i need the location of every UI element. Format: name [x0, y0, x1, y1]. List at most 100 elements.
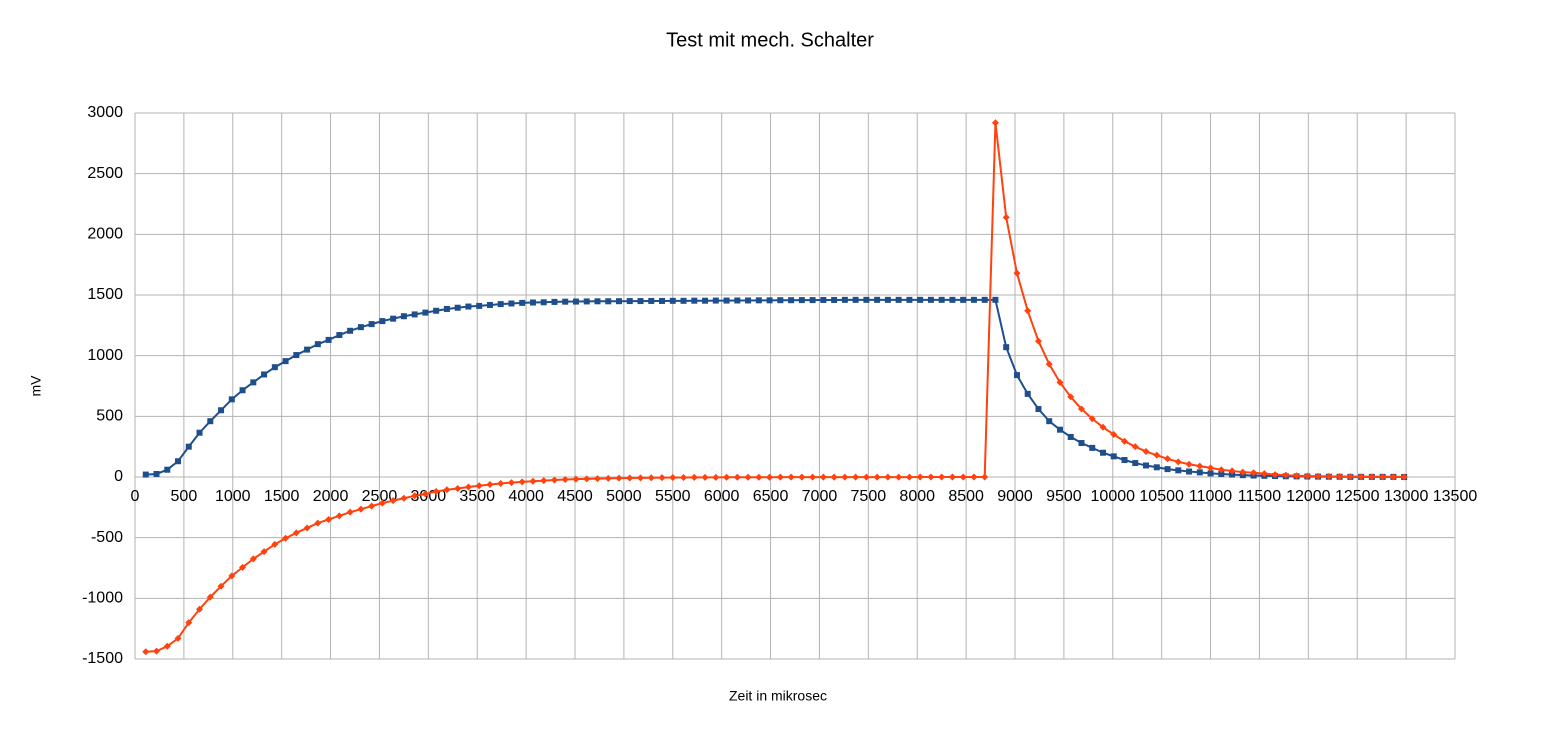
marker [228, 396, 235, 403]
marker [841, 296, 848, 303]
marker [637, 298, 644, 305]
marker [1271, 471, 1279, 479]
marker [1121, 437, 1129, 445]
marker [174, 634, 182, 642]
marker [261, 371, 268, 378]
marker [798, 473, 806, 481]
marker [1077, 405, 1085, 413]
marker [895, 296, 902, 303]
marker [271, 540, 279, 548]
marker [185, 443, 192, 450]
marker [798, 297, 805, 304]
x-tick-label: 4500 [557, 488, 593, 505]
y-tick-label: 3000 [87, 104, 123, 121]
marker [325, 336, 332, 343]
marker [1346, 473, 1354, 481]
marker [819, 473, 827, 481]
marker [895, 473, 903, 481]
marker [669, 297, 676, 304]
marker [820, 296, 827, 303]
marker [755, 473, 763, 481]
marker [465, 303, 472, 310]
marker [992, 296, 999, 303]
marker [1153, 451, 1161, 459]
marker [1099, 423, 1107, 431]
marker [239, 387, 246, 394]
x-tick-label: 11500 [1238, 488, 1281, 505]
marker [519, 299, 526, 306]
x-tick-label: 11000 [1189, 488, 1232, 505]
series-line [145, 298, 1405, 478]
marker [282, 534, 290, 542]
marker [1035, 406, 1042, 413]
marker [1207, 470, 1214, 477]
marker [476, 302, 483, 309]
marker [497, 301, 504, 308]
marker [1229, 471, 1236, 478]
marker [550, 476, 558, 484]
marker [1131, 443, 1139, 451]
marker [626, 298, 633, 305]
marker [508, 300, 515, 307]
marker [443, 486, 451, 494]
marker [712, 297, 719, 304]
marker [1379, 473, 1387, 481]
marker [185, 619, 193, 627]
marker [701, 473, 709, 481]
x-tick-label: 1000 [215, 488, 251, 505]
marker [1325, 472, 1333, 480]
x-tick-label: 2000 [313, 488, 349, 505]
y-tick-label: -1000 [82, 590, 123, 607]
x-tick-label: 4000 [508, 488, 544, 505]
marker [293, 352, 300, 359]
marker [1293, 472, 1301, 480]
marker [863, 296, 870, 303]
marker [1186, 468, 1193, 475]
marker [572, 475, 580, 483]
marker [1174, 458, 1182, 466]
marker [648, 297, 655, 304]
marker [518, 478, 526, 486]
marker [303, 524, 311, 532]
y-tick-label: -500 [91, 529, 123, 546]
marker [658, 474, 666, 482]
marker [218, 407, 225, 414]
marker [357, 324, 364, 331]
x-tick-label: 8500 [948, 488, 984, 505]
marker [605, 298, 612, 305]
marker [475, 482, 483, 490]
x-tick-label: 5000 [606, 488, 642, 505]
marker [486, 301, 493, 308]
marker [647, 474, 655, 482]
marker [1336, 473, 1344, 481]
y-tick-label: 0 [114, 468, 123, 485]
marker [680, 473, 688, 481]
y-tick-label: 1500 [87, 286, 123, 303]
marker [766, 297, 773, 304]
x-tick-label: 13000 [1384, 488, 1429, 505]
marker [142, 648, 150, 656]
marker [335, 512, 343, 520]
marker [432, 488, 440, 496]
marker [1034, 337, 1042, 345]
marker [1143, 462, 1150, 469]
marker [1368, 473, 1376, 481]
marker [637, 474, 645, 482]
marker [304, 346, 311, 353]
x-tick-label: 6500 [753, 488, 789, 505]
marker [755, 297, 762, 304]
marker [927, 296, 934, 303]
marker [239, 563, 247, 571]
x-tick-label: 1500 [264, 488, 300, 505]
marker [874, 296, 881, 303]
y-tick-label: 500 [96, 408, 123, 425]
marker [723, 473, 731, 481]
x-tick-label: 12500 [1335, 488, 1380, 505]
marker [1002, 213, 1010, 221]
marker [949, 296, 956, 303]
marker [583, 298, 590, 305]
marker [411, 492, 419, 500]
x-tick-label: 0 [131, 488, 140, 505]
marker [400, 313, 407, 320]
marker [249, 555, 257, 563]
